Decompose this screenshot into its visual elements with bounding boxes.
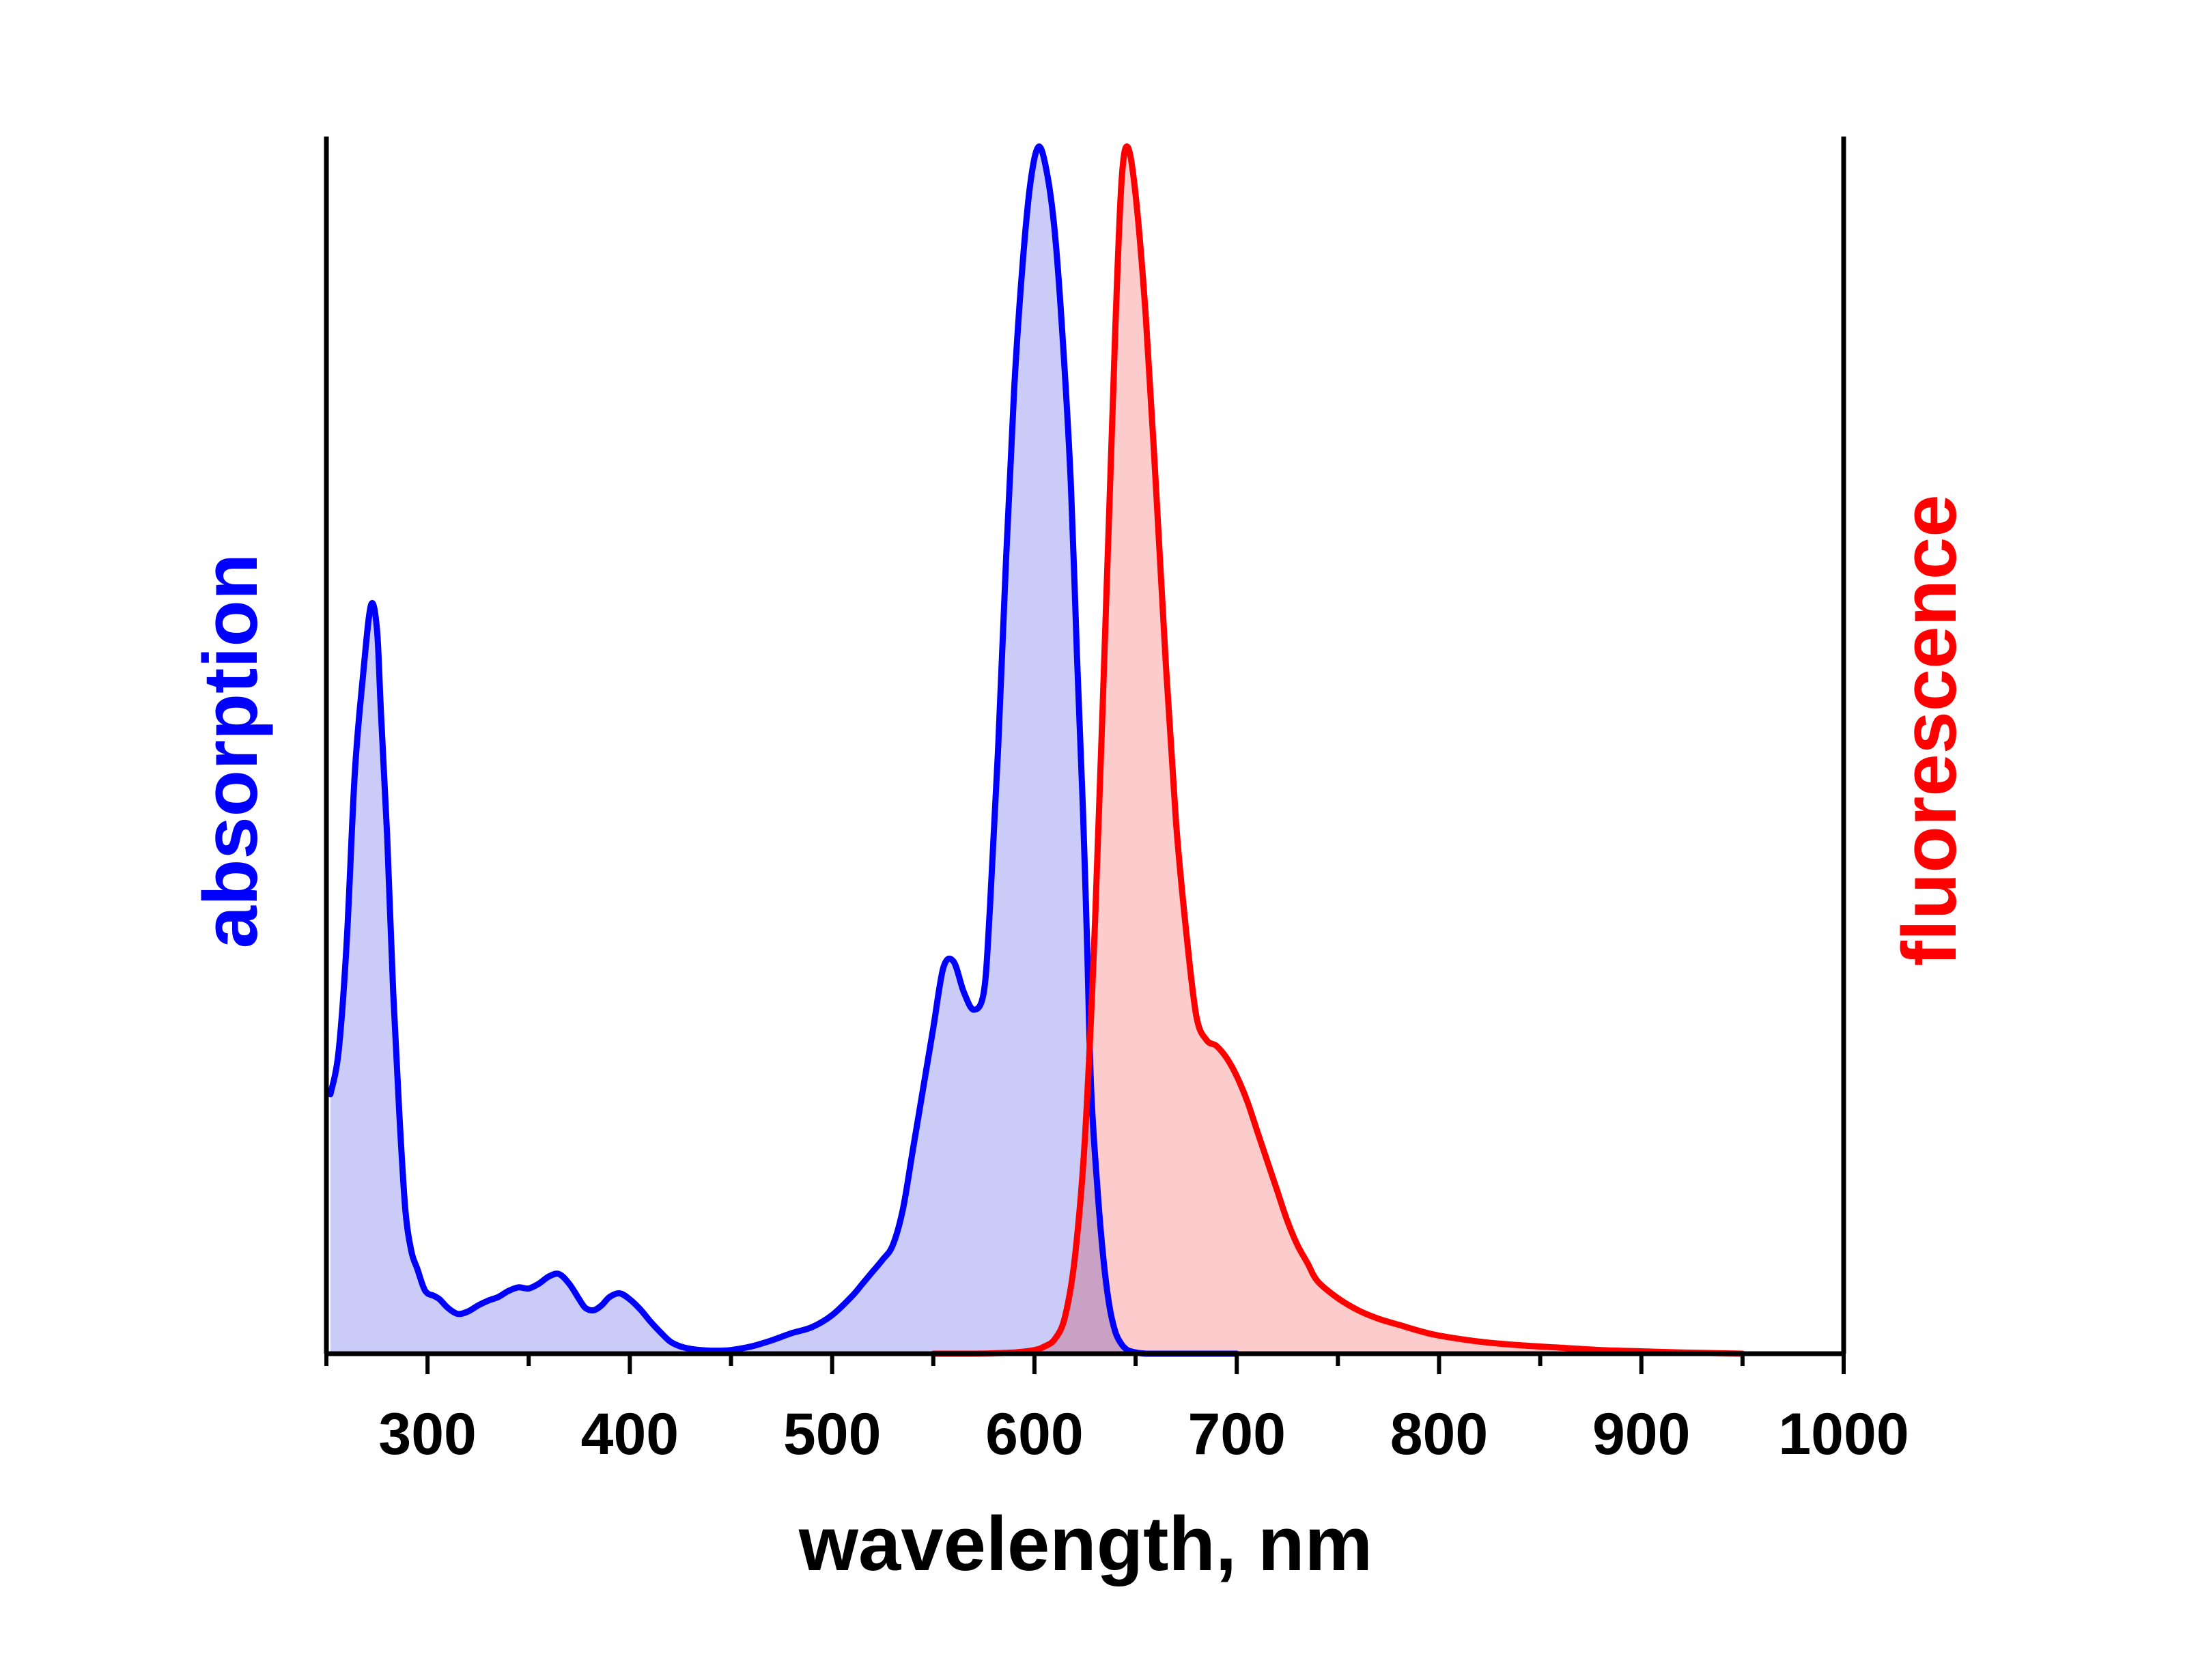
left-axis-title: absorption (188, 554, 273, 949)
fluorescence-area (933, 146, 1743, 1354)
x-tick-label: 400 (581, 1401, 679, 1467)
right-axis-title: fluorescence (1887, 495, 1972, 967)
absorption-area (330, 146, 1237, 1354)
x-axis-title: wavelength, nm (798, 1501, 1372, 1586)
x-tick-label: 700 (1187, 1401, 1286, 1467)
x-tick-label: 900 (1592, 1401, 1691, 1467)
fluorescence-line (930, 143, 1746, 1357)
x-tick-label: 800 (1390, 1401, 1489, 1467)
x-tick-label: 1000 (1778, 1401, 1909, 1467)
x-tick-label: 600 (985, 1401, 1084, 1467)
x-tick-label: 300 (378, 1401, 477, 1467)
x-tick-label: 500 (783, 1401, 882, 1467)
